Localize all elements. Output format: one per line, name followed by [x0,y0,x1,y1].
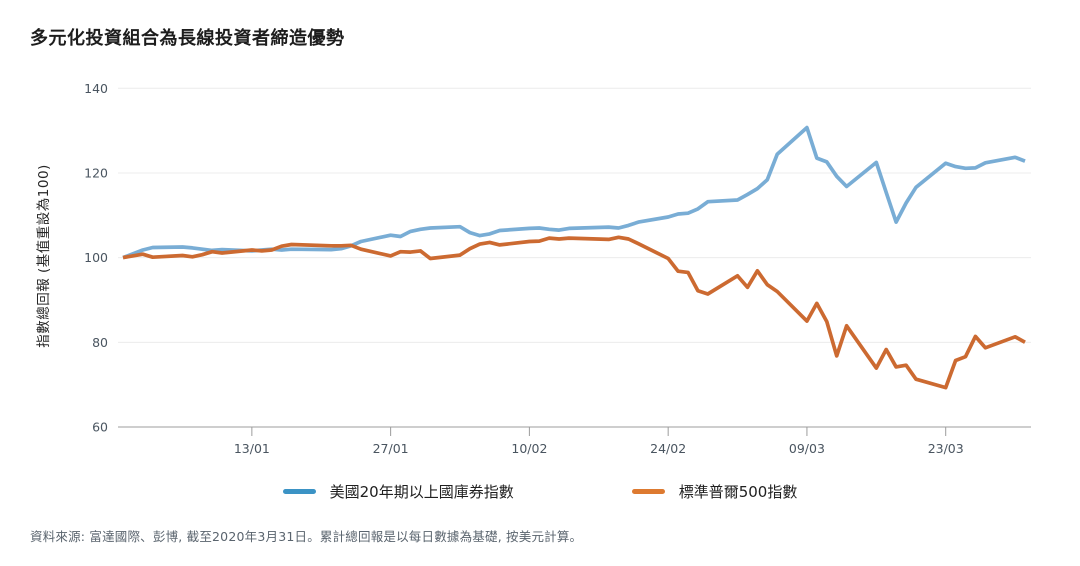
x-tick-label: 09/03 [789,441,825,456]
page-title: 多元化投資組合為長線投資者締造優勢 [30,28,345,49]
sp500-line [122,235,1026,390]
legend: 美國20年期以上國庫券指數 標準普爾500指數 [0,481,1080,502]
y-tick-label: 100 [84,250,108,265]
y-tick-label: 120 [84,165,108,180]
y-tick-label: 80 [92,335,108,350]
x-tick-label: 27/01 [373,441,409,456]
y-tick-label: 140 [84,81,108,96]
legend-item-treasury: 美國20年期以上國庫券指數 [282,481,514,502]
sp500-legend-swatch [631,489,665,494]
x-tick-label: 23/03 [928,441,964,456]
source-note: 資料來源: 富達國際、彭博, 截至2020年3月31日。累計總回報是以每日數據為… [30,529,583,544]
sp500-legend-label: 標準普爾500指數 [678,483,798,501]
treasury-legend-swatch [282,489,316,494]
legend-item-sp500: 標準普爾500指數 [631,481,798,502]
treasury-legend-label: 美國20年期以上國庫券指數 [329,483,514,501]
x-tick-label: 13/01 [234,441,270,456]
x-tick-label: 10/02 [511,441,547,456]
x-tick-label: 24/02 [650,441,686,456]
y-tick-label: 60 [92,420,108,435]
